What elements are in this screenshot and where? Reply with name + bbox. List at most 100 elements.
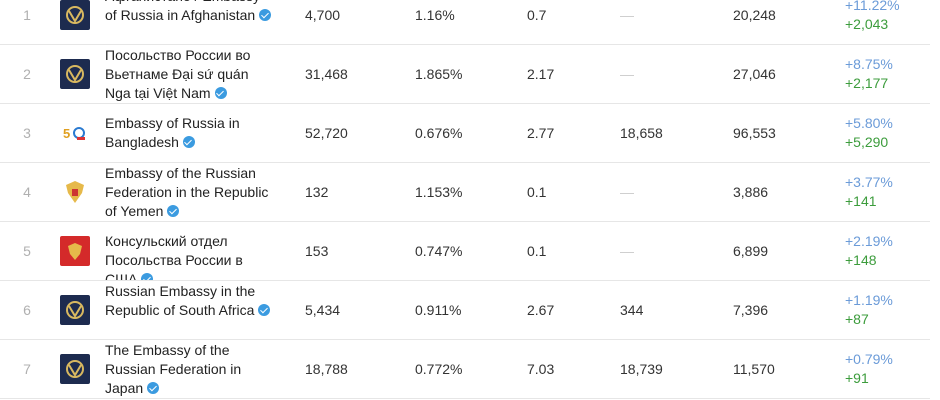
metric: 153 [305, 243, 329, 259]
table-row: 3 5 Embassy of Russia in Bangladesh 52,720 0… [0, 104, 930, 163]
verified-badge [182, 136, 195, 148]
change-percent: +0.79% [845, 351, 893, 367]
metric: 4,700 [305, 7, 341, 23]
metric: 344 [620, 302, 644, 318]
metric: 1.16% [415, 7, 455, 23]
metric: — [620, 184, 634, 200]
name-cell: Афганистане / Embassy of Russia in Afgha… [105, 0, 275, 44]
change: +0.79% +91 [845, 340, 893, 398]
metric: 0.676% [415, 125, 463, 141]
table-row: 1 Афганистане / Embassy of Russia in Afgh… [0, 0, 930, 45]
metric: 52,720 [305, 125, 348, 141]
rank: 2 [23, 66, 31, 82]
metric: 7.03 [527, 361, 555, 377]
metric: 2.67 [527, 302, 555, 318]
svg-text:5: 5 [63, 126, 70, 141]
metric: 0.1 [527, 243, 547, 259]
metric: 3,886 [733, 184, 769, 200]
metric: 27,046 [733, 66, 776, 82]
metric: — [620, 66, 634, 82]
verified-badge [147, 381, 160, 394]
metric: 18,788 [305, 361, 348, 377]
table-row: 5 Консульский отдел Посольства России в С… [0, 222, 930, 281]
change-percent: +5.80% [845, 115, 893, 131]
change: +8.75% +2,177 [845, 45, 893, 103]
metric: 6,899 [733, 243, 769, 259]
avatar [58, 222, 92, 280]
channel-name: Russian Embassy in the Republic of South… [105, 282, 256, 318]
change: +1.19% +87 [845, 281, 893, 339]
channel-name: The Embassy of the Russian Federation in… [105, 341, 242, 396]
rank: 6 [23, 302, 31, 318]
rank: 5 [23, 243, 31, 259]
metric: 0.772% [415, 361, 463, 377]
metric: — [620, 7, 634, 23]
metric: 96,553 [733, 125, 776, 141]
name-cell: Russian Embassy in the Republic of South… [105, 281, 275, 339]
change-percent: +8.75% [845, 56, 893, 72]
verified-badge [167, 204, 180, 217]
metric: 0.911% [415, 302, 462, 318]
metric: 0.1 [527, 184, 547, 200]
channel-name: Посольство России во Вьетнаме Đại sứ quá… [105, 46, 251, 101]
metric: 11,570 [733, 361, 775, 377]
change: +11.22% +2,043 [845, 0, 900, 44]
metric: 18,658 [620, 125, 663, 141]
name-cell: Embassy of the Russian Federation in the… [105, 163, 275, 221]
change: +2.19% +148 [845, 222, 893, 280]
channel-name: Embassy of the Russian Federation in the… [105, 164, 269, 219]
rank: 1 [23, 7, 31, 23]
avatar [58, 163, 92, 221]
verified-badge [259, 8, 272, 21]
name-cell: Embassy of Russia in Bangladesh [105, 104, 275, 162]
metric: 7,396 [733, 302, 769, 318]
change-percent: +1.19% [845, 292, 893, 308]
metric: 2.17 [527, 66, 555, 82]
avatar [58, 0, 92, 44]
change: +5.80% +5,290 [845, 104, 893, 162]
metric: 0.747% [415, 243, 463, 259]
change-percent: +3.77% [845, 174, 893, 190]
avatar [58, 340, 92, 398]
metric: 0.7 [527, 7, 547, 23]
metric: — [620, 243, 634, 259]
change-percent: +2.19% [845, 233, 893, 249]
metric: 1.865% [415, 66, 463, 82]
avatar: 5 [58, 104, 92, 162]
table-row: 7 The Embassy of the Russian Federation i… [0, 340, 930, 399]
change-absolute: +2,177 [845, 75, 889, 91]
avatar [58, 45, 92, 103]
metric: 2.77 [527, 125, 555, 141]
change-absolute: +87 [845, 311, 869, 327]
name-cell: Посольство России во Вьетнаме Đại sứ quá… [105, 45, 275, 103]
channel-name: Афганистане / Embassy of Russia in Afgha… [105, 0, 260, 23]
change-absolute: +148 [845, 252, 877, 268]
metric: 20,248 [733, 7, 776, 23]
verified-badge [258, 303, 271, 316]
change: +3.77% +141 [845, 163, 893, 221]
metric: 31,468 [305, 66, 348, 82]
avatar [58, 281, 92, 339]
verified-badge [141, 273, 154, 280]
name-cell: Консульский отдел Посольства России в СШ… [105, 222, 275, 280]
verified-badge [214, 86, 227, 99]
change-absolute: +91 [845, 370, 869, 386]
name-cell: The Embassy of the Russian Federation in… [105, 340, 275, 398]
change-absolute: +141 [845, 193, 877, 209]
change-absolute: +2,043 [845, 16, 889, 32]
channel-name: Консульский отдел Посольства России в СШ… [105, 233, 243, 281]
change-absolute: +5,290 [845, 134, 889, 150]
rank: 7 [23, 361, 31, 377]
table-row: 2 Посольство России во Вьетнаме Đại sứ qu… [0, 45, 930, 104]
metric: 5,434 [305, 302, 341, 318]
rank: 3 [23, 125, 31, 141]
channel-name: Embassy of Russia in Bangladesh [105, 115, 240, 150]
metric: 18,739 [620, 361, 663, 377]
table-row: 6 Russian Embassy in the Republic of Sout… [0, 281, 930, 340]
table-row: 4 Embassy of the Russian Federation in th… [0, 163, 930, 222]
metric: 1.153% [415, 184, 463, 200]
rank: 4 [23, 184, 31, 200]
metric: 132 [305, 184, 329, 200]
change-percent: +11.22% [845, 0, 900, 13]
